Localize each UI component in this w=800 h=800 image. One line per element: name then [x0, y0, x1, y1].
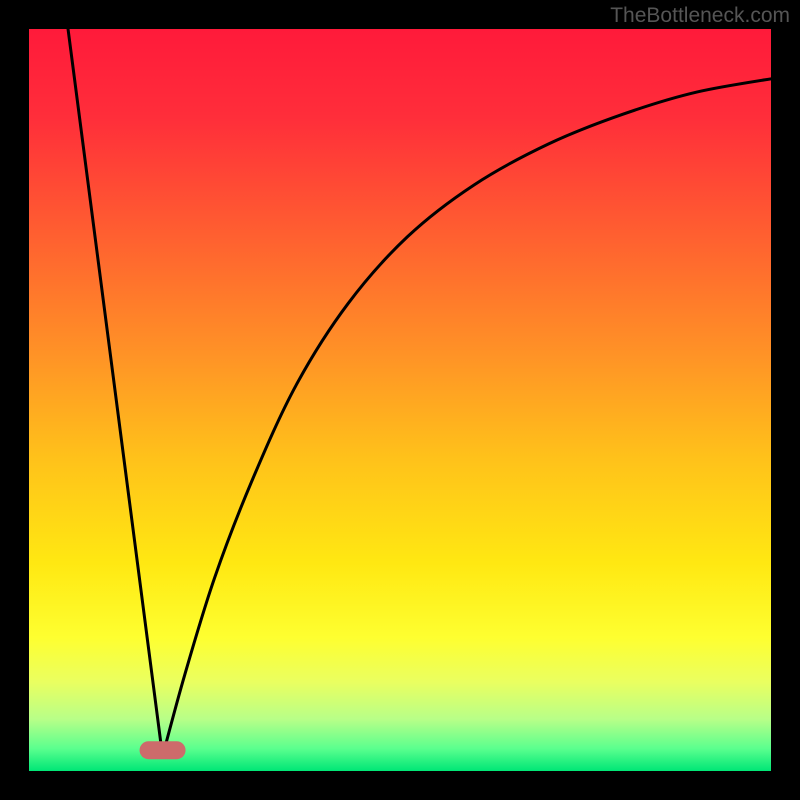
vertex-marker: [140, 741, 186, 759]
bottleneck-chart: [0, 0, 800, 800]
chart-container: TheBottleneck.com: [0, 0, 800, 800]
watermark-text: TheBottleneck.com: [610, 4, 790, 28]
chart-background: [29, 29, 771, 771]
